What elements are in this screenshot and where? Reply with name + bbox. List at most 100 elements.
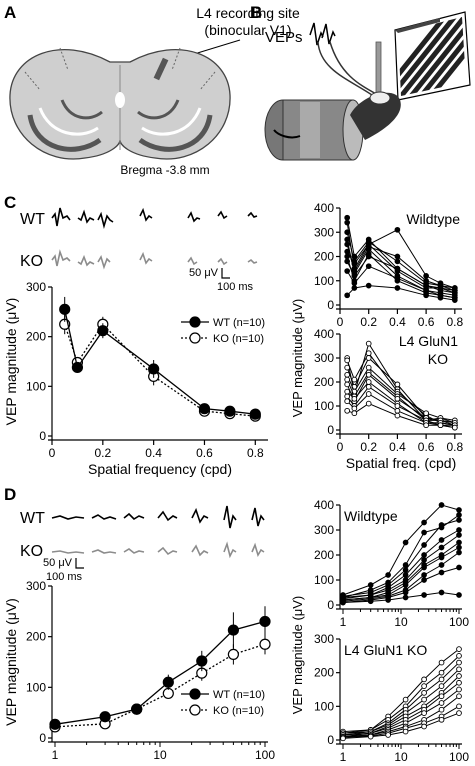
data-point xyxy=(344,258,351,265)
data-point xyxy=(344,241,351,248)
x-tick-label: 0.4 xyxy=(389,440,406,454)
data-point xyxy=(385,732,391,738)
data-point xyxy=(456,532,462,538)
data-point xyxy=(456,544,462,551)
data-point xyxy=(456,549,462,556)
data-point xyxy=(402,589,409,596)
data-point xyxy=(227,624,239,636)
data-point xyxy=(351,280,358,287)
data-point xyxy=(421,696,427,703)
data-point xyxy=(438,522,445,528)
y-tick-label: 100 xyxy=(26,379,46,393)
data-point xyxy=(99,711,111,723)
data-point xyxy=(351,273,358,279)
data-point xyxy=(394,275,401,282)
y-tick-label: 100 xyxy=(314,699,334,713)
data-point xyxy=(365,241,372,248)
x-tick-label: 0 xyxy=(337,315,344,329)
d-wt-traces xyxy=(51,505,265,529)
legend-marker xyxy=(189,704,201,716)
data-point xyxy=(365,371,372,378)
c-wt-traces xyxy=(51,207,258,230)
data-point xyxy=(365,379,372,385)
chart-title: Wildtype xyxy=(406,211,460,227)
series-line xyxy=(346,357,455,424)
data-point xyxy=(402,728,409,735)
data-point xyxy=(162,687,174,700)
data-point xyxy=(340,735,346,742)
data-point xyxy=(437,294,444,301)
data-point xyxy=(456,710,462,716)
y-tick-label: 0 xyxy=(327,598,334,612)
data-point xyxy=(421,529,427,536)
y-tick-label: 100 xyxy=(26,680,46,694)
data-point xyxy=(394,412,401,419)
chart-title: L4 GluN1 xyxy=(399,333,458,349)
d-scale-ms: 100 ms xyxy=(46,571,83,583)
y-tick-label: 200 xyxy=(314,666,334,680)
data-point xyxy=(351,410,358,417)
data-point xyxy=(438,562,445,568)
data-point xyxy=(438,502,445,508)
d-wildtype-individual-chart: 0 100 200 300 400 1 10 100 VEP magnitude (μV) Wil… xyxy=(290,498,469,714)
x-tick-label: 0.4 xyxy=(145,446,162,460)
recording-setup-drawing xyxy=(264,11,471,161)
data-point xyxy=(365,340,372,347)
d-scale-bar: 50 μV 100 ms xyxy=(43,557,84,583)
data-point xyxy=(423,273,429,279)
data-point xyxy=(394,285,401,291)
y-tick-label: 200 xyxy=(314,548,334,562)
data-point xyxy=(456,539,462,546)
data-point xyxy=(351,260,358,267)
data-point xyxy=(365,391,372,397)
x-tick-label: 0.8 xyxy=(446,440,463,454)
data-point xyxy=(421,552,427,558)
data-point xyxy=(451,285,458,291)
x-tick-label: 0.8 xyxy=(247,446,264,460)
data-point xyxy=(394,226,401,233)
x-tick-label: 10 xyxy=(394,750,408,764)
data-point xyxy=(423,277,429,284)
data-point xyxy=(421,557,427,563)
panel-a-label: A xyxy=(4,3,16,22)
data-point xyxy=(344,268,351,274)
data-point xyxy=(394,395,401,402)
data-point xyxy=(351,285,358,291)
legend-label: WT (n=10) xyxy=(213,317,265,329)
x-axis-label: Spatial freq. (cpd) xyxy=(346,455,457,471)
data-point xyxy=(438,569,445,576)
data-point xyxy=(344,371,351,378)
data-point xyxy=(344,292,351,299)
data-point xyxy=(421,564,427,571)
data-point xyxy=(196,655,208,667)
data-point xyxy=(438,676,445,683)
chart-title: Wildtype xyxy=(344,508,398,524)
veps-label: VEPs xyxy=(265,29,303,46)
y-tick-label: 200 xyxy=(314,375,334,389)
data-point xyxy=(340,599,346,606)
c-scale-bar: 50 μV 100 ms xyxy=(189,267,254,293)
x-tick-label: 1 xyxy=(52,748,59,762)
c-main-chart: 0 100 200 300 0 0.2 0.4 0.6 0.8 Spatial frequency… xyxy=(3,280,268,477)
y-tick-label: 300 xyxy=(26,579,46,593)
y-tick-label: 300 xyxy=(314,523,334,537)
y-axis-label: VEP magnitude (μV) xyxy=(3,598,19,726)
data-point xyxy=(456,686,462,693)
panel-c-label: C xyxy=(4,193,16,212)
data-point xyxy=(421,592,427,598)
y-tick-label: 400 xyxy=(314,327,334,341)
data-point xyxy=(59,303,71,315)
data-point xyxy=(385,572,391,578)
data-point xyxy=(259,638,271,650)
panel-d-label: D xyxy=(4,485,16,504)
data-point xyxy=(394,403,401,409)
y-tick-label: 300 xyxy=(314,632,334,646)
y-tick-label: 0 xyxy=(39,429,46,443)
data-point xyxy=(438,693,445,700)
y-tick-label: 100 xyxy=(314,399,334,413)
data-point xyxy=(456,652,462,659)
y-tick-label: 300 xyxy=(26,280,46,294)
data-point xyxy=(259,615,271,628)
data-point xyxy=(456,517,462,523)
